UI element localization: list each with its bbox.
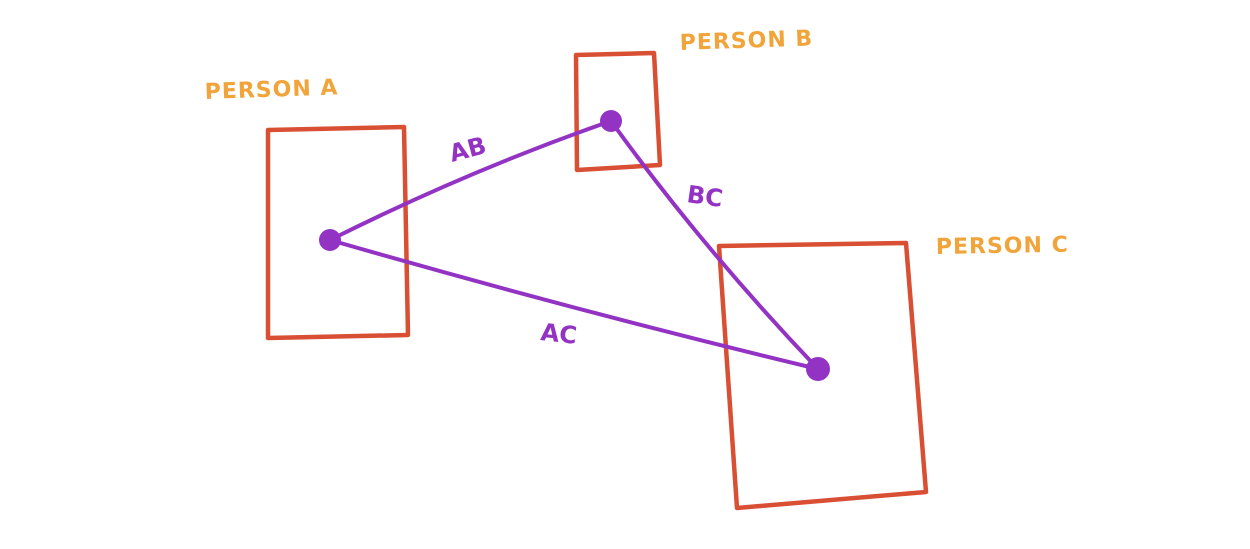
person-a-box	[265, 124, 411, 341]
connection-line-bc	[609, 119, 820, 371]
person-b-node	[600, 110, 622, 132]
person-c-node	[806, 357, 830, 381]
person-b-box	[573, 50, 663, 173]
connection-label-bc: BC	[685, 180, 724, 213]
person-c-label: PERSON C	[936, 233, 1069, 260]
person-a-node	[319, 229, 341, 251]
connection-line-ac	[328, 238, 820, 371]
connection-label-ac: AC	[539, 318, 578, 350]
person-a-label: PERSON A	[204, 75, 339, 105]
person-c-box	[716, 240, 929, 511]
connection-line-ab	[328, 119, 613, 242]
person-b-label: PERSON B	[679, 26, 813, 56]
connection-label-ab: AB	[446, 131, 489, 168]
